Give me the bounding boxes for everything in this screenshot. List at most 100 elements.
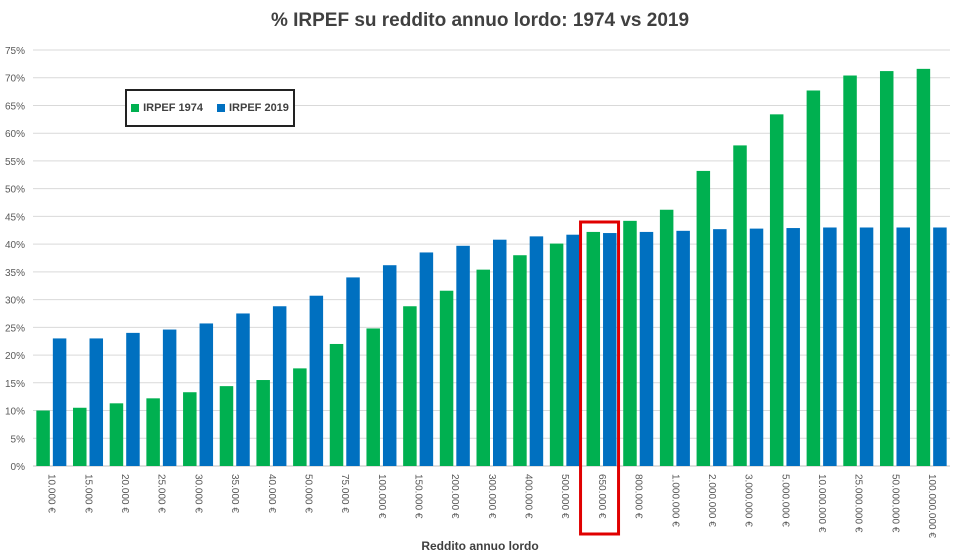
bar-2019	[272, 306, 287, 466]
bar-2019	[566, 234, 580, 466]
bar-1974	[109, 403, 124, 466]
x-tick-label: 75.000 €	[339, 474, 350, 513]
y-tick-label: 60%	[5, 129, 25, 140]
bar-2019	[493, 239, 507, 466]
x-tick-label: 25.000 €	[156, 474, 167, 513]
bar-2019	[896, 227, 910, 466]
bar-2019	[89, 338, 104, 466]
bar-1974	[879, 71, 894, 466]
bar-1974	[769, 114, 784, 466]
bar-1974	[73, 407, 87, 466]
x-tick-label: 40.000 €	[266, 474, 277, 513]
legend-label-2019: IRPEF 2019	[229, 102, 289, 114]
bar-2019	[309, 295, 324, 466]
x-tick-label: 100.000 €	[376, 474, 387, 519]
y-tick-label: 30%	[5, 296, 25, 307]
bar-1974	[403, 306, 417, 466]
bar-1974	[696, 170, 711, 466]
bar-1974	[513, 255, 527, 466]
x-tick-label: 100.000.000 €	[926, 474, 937, 538]
y-tick-label: 55%	[5, 157, 25, 168]
x-tick-label: 3.000.000 €	[743, 474, 754, 527]
bar-1974	[146, 398, 160, 466]
bar-1974	[586, 231, 601, 466]
bar-1974	[476, 269, 490, 466]
bar-2019	[419, 252, 434, 466]
x-tick-label: 50.000 €	[302, 474, 313, 513]
bar-2019	[529, 236, 544, 466]
bar-2019	[456, 245, 470, 466]
bar-1974	[293, 368, 307, 466]
legend-swatch-1974	[131, 104, 140, 112]
bar-2019	[749, 228, 764, 466]
x-tick-label: 800.000 €	[633, 474, 644, 519]
bar-2019	[639, 231, 654, 466]
bar-2019	[786, 228, 800, 466]
bar-1974	[623, 220, 637, 466]
legend-item-2019: IRPEF 2019	[217, 102, 289, 114]
legend-item-1974: IRPEF 1974	[131, 102, 203, 114]
bar-2019	[823, 227, 837, 466]
x-tick-label: 25.000.000 €	[853, 474, 864, 533]
x-tick-label: 150.000 €	[412, 474, 423, 519]
legend-label-1974: IRPEF 1974	[143, 102, 203, 114]
bar-1974	[329, 343, 344, 466]
x-tick-label: 1.000.000 €	[669, 474, 680, 527]
highlight-box	[579, 220, 621, 536]
legend: IRPEF 1974 IRPEF 2019	[125, 89, 295, 127]
bar-2019	[859, 227, 874, 466]
y-tick-label: 40%	[5, 240, 25, 251]
x-tick-label: 30.000 €	[192, 474, 203, 513]
y-tick-label: 70%	[5, 74, 25, 85]
y-tick-label: 25%	[5, 323, 25, 334]
bar-1974	[549, 243, 564, 466]
y-tick-label: 5%	[11, 434, 26, 445]
bar-1974	[256, 380, 270, 466]
x-tick-label: 5.000.000 €	[779, 474, 790, 527]
y-tick-label: 0%	[11, 462, 26, 473]
legend-swatch-2019	[217, 104, 225, 112]
x-tick-label: 35.000 €	[229, 474, 240, 513]
bar-1974	[659, 209, 674, 466]
bar-2019	[346, 277, 360, 466]
y-tick-label: 45%	[5, 212, 25, 223]
bar-1974	[806, 90, 821, 467]
bar-1974	[36, 410, 50, 466]
y-tick-label: 20%	[5, 351, 25, 362]
x-tick-label: 50.000.000 €	[889, 474, 900, 533]
bar-2019	[236, 313, 250, 466]
x-tick-label: 300.000 €	[486, 474, 497, 519]
bar-1974	[366, 328, 380, 466]
x-tick-label: 2.000.000 €	[706, 474, 717, 527]
x-tick-label: 650.000 €	[596, 474, 607, 519]
x-tick-label: 20.000 €	[119, 474, 130, 513]
y-tick-label: 50%	[5, 185, 25, 196]
x-axis-label: Reddito annuo lordo	[421, 539, 539, 553]
bar-2019	[126, 332, 140, 466]
y-tick-label: 75%	[5, 46, 25, 57]
x-tick-label: 15.000 €	[82, 474, 93, 513]
y-tick-label: 65%	[5, 101, 25, 112]
bar-2019	[676, 230, 690, 466]
bar-1974	[916, 68, 931, 466]
x-tick-label: 10.000.000 €	[816, 474, 827, 533]
x-tick-label: 200.000 €	[449, 474, 460, 519]
bar-1974	[439, 290, 454, 466]
x-tick-label: 500.000 €	[559, 474, 570, 519]
x-tick-label: 400.000 €	[523, 474, 534, 519]
bar-2019	[603, 233, 617, 466]
bar-1974	[183, 392, 197, 466]
bar-2019	[52, 338, 67, 466]
bar-2019	[933, 227, 947, 466]
bar-1974	[219, 386, 234, 466]
chart-title: % IRPEF su reddito annuo lordo: 1974 vs …	[270, 10, 690, 31]
bar-1974	[843, 75, 857, 467]
y-tick-label: 15%	[5, 379, 25, 390]
bar-2019	[713, 229, 727, 466]
y-tick-label: 10%	[5, 407, 25, 418]
y-tick-label: 35%	[5, 268, 25, 279]
bar-2019	[162, 329, 177, 466]
bar-2019	[382, 265, 397, 466]
